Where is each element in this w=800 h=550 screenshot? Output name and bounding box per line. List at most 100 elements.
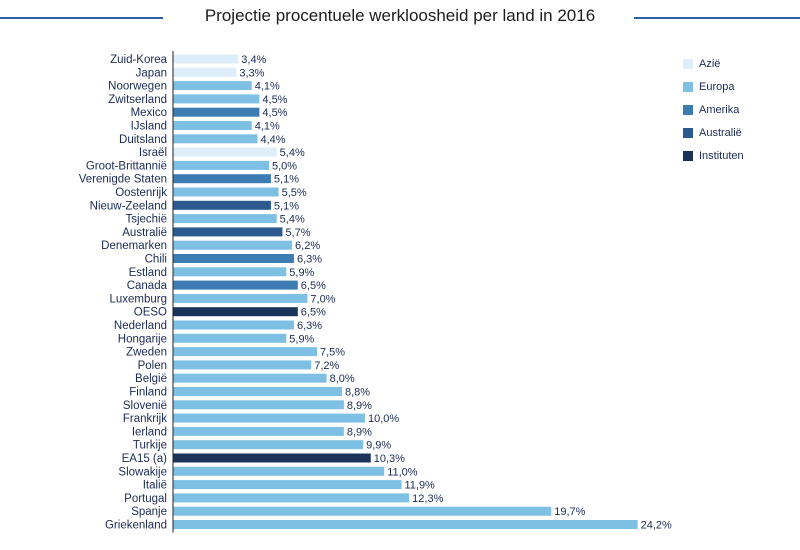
legend-item: Azië: [683, 53, 744, 76]
bar: [173, 347, 317, 357]
category-label: Oostenrijk: [115, 187, 167, 199]
bar: [173, 453, 371, 463]
bar: [173, 400, 344, 410]
bar: [173, 67, 237, 77]
legend-swatch: [683, 59, 693, 70]
chart-title: Projectie procentuele werkloosheid per l…: [204, 6, 596, 25]
legend-label: Australië: [699, 126, 742, 139]
legend-label: Amerika: [699, 103, 740, 116]
category-label: Zwitserland: [108, 94, 167, 106]
bar: [173, 373, 327, 383]
value-label: 5,1%: [274, 174, 299, 186]
bar: [173, 254, 294, 263]
bar: [173, 493, 410, 503]
category-label: Polen: [138, 360, 167, 372]
category-label: Nederland: [114, 320, 167, 332]
category-label: Zweden: [126, 347, 167, 359]
category-label: Turkije: [133, 440, 167, 452]
value-label: 7,0%: [310, 293, 335, 305]
bar: [173, 333, 287, 343]
bar: [173, 134, 258, 144]
value-label: 4,5%: [262, 107, 287, 119]
value-label: 8,8%: [345, 387, 370, 399]
value-label: 5,0%: [272, 160, 297, 172]
category-label: Noorwegen: [108, 81, 167, 93]
bar: [173, 280, 298, 290]
bar: [173, 360, 312, 370]
value-label: 7,2%: [314, 360, 339, 372]
value-label: 8,9%: [347, 426, 372, 438]
category-label: Luxemburg: [109, 293, 167, 305]
bar: [173, 506, 552, 516]
legend-label: Azië: [699, 58, 721, 71]
value-label: 5,5%: [282, 187, 307, 199]
bar: [173, 440, 364, 450]
bar: [173, 413, 365, 423]
bar: [173, 227, 283, 237]
category-label: Finland: [129, 387, 167, 399]
value-label: 5,1%: [274, 200, 299, 212]
value-label: 5,4%: [280, 214, 305, 226]
category-label: Portugal: [124, 493, 167, 505]
value-label: 3,4%: [241, 54, 266, 66]
legend-item: Instituten: [683, 144, 744, 167]
value-label: 9,9%: [366, 440, 391, 452]
legend: Azië Europa Amerika Australië Instituten: [683, 53, 744, 167]
bar: [173, 307, 298, 317]
bar: [173, 214, 277, 224]
value-label: 5,9%: [289, 267, 314, 279]
value-label: 19,7%: [554, 506, 585, 518]
legend-swatch: [683, 104, 693, 115]
category-label: Italië: [143, 480, 167, 492]
bar: [173, 387, 342, 396]
bar: [173, 121, 252, 130]
value-label: 4,4%: [260, 134, 285, 146]
value-label: 4,1%: [255, 81, 280, 93]
value-label: 7,5%: [320, 347, 345, 359]
legend-swatch: [683, 82, 693, 93]
bar: [173, 466, 385, 476]
category-label: Duitsland: [119, 134, 167, 146]
bar: [173, 267, 287, 277]
value-label: 5,4%: [280, 147, 305, 159]
value-label: 10,0%: [368, 413, 399, 425]
category-label: Ierland: [132, 426, 167, 438]
bar: [173, 94, 260, 104]
legend-label: Europa: [699, 81, 735, 94]
bar: [173, 480, 402, 490]
category-label: Nieuw-Zeeland: [90, 200, 167, 212]
legend-swatch: [683, 150, 693, 161]
bar: [173, 147, 277, 157]
category-label: OESO: [134, 307, 167, 319]
value-label: 10,3%: [374, 453, 405, 465]
value-label: 3,3%: [239, 67, 264, 79]
bar: [173, 81, 252, 91]
bar: [173, 54, 239, 64]
value-label: 4,5%: [262, 94, 287, 106]
category-label: Spanje: [131, 506, 167, 518]
value-label: 6,5%: [301, 307, 326, 319]
bar: [173, 426, 344, 436]
value-label: 6,2%: [295, 240, 320, 252]
value-label: 6,3%: [297, 254, 322, 266]
value-label: 5,7%: [285, 227, 310, 239]
category-label: Hongarije: [118, 333, 167, 345]
bar: [173, 520, 638, 529]
category-label: Chili: [145, 254, 167, 266]
category-label: Verenigde Staten: [79, 174, 167, 186]
title-rule-right: [634, 17, 800, 19]
bar: [173, 160, 269, 170]
value-label: 6,3%: [297, 320, 322, 332]
category-label: Zuid-Korea: [110, 54, 167, 66]
category-label: Tsjechië: [125, 214, 167, 226]
value-label: 24,2%: [641, 520, 672, 532]
category-label: Slovenië: [123, 400, 167, 412]
value-label: 8,9%: [347, 400, 372, 412]
value-label: 6,5%: [301, 280, 326, 292]
category-label: Canada: [127, 280, 168, 292]
value-label: 8,0%: [330, 373, 355, 385]
legend-item: Europa: [683, 76, 744, 99]
value-label: 4,1%: [255, 121, 280, 133]
bar: [173, 200, 271, 210]
